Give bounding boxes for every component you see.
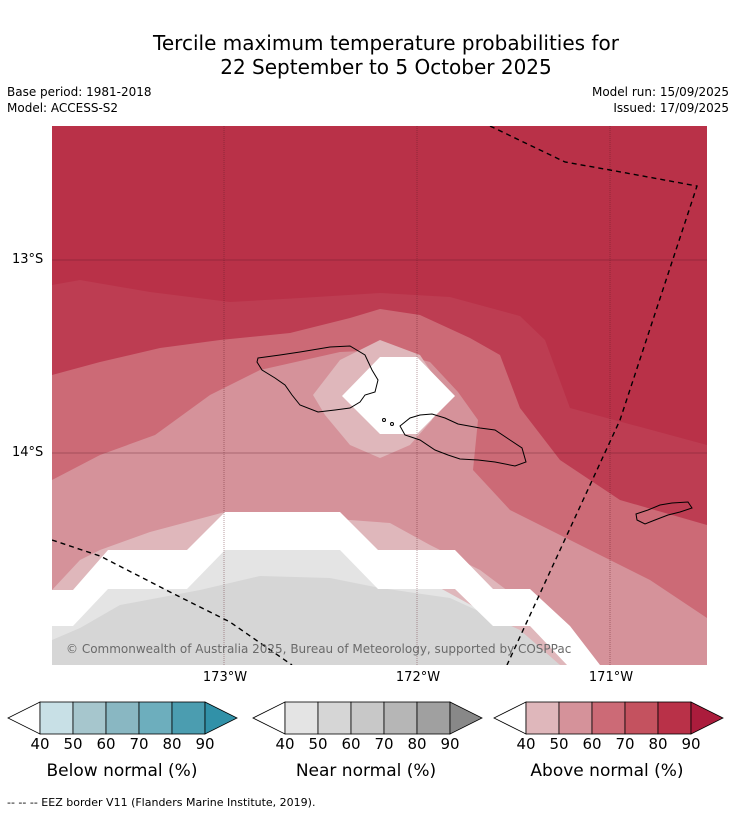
colorbar-below-tick: 50 <box>63 735 83 753</box>
region-white-south <box>52 512 600 665</box>
colorbar-below-tick: 80 <box>162 735 182 753</box>
colorbar-title-above: Above normal (%) <box>530 761 684 781</box>
colorbar-above-over-triangle <box>690 701 724 735</box>
colorbar-above-under-triangle <box>493 701 527 735</box>
colorbar-below-segment <box>138 701 173 735</box>
colorbar-below-segment <box>105 701 140 735</box>
upolu-island <box>399 413 527 467</box>
colorbar-near-segment <box>284 701 319 735</box>
graticule <box>52 126 707 665</box>
eez-borders <box>52 126 698 665</box>
colorbar-group <box>7 701 724 735</box>
region-near-60 <box>52 576 560 665</box>
copyright-text: © Commonwealth of Australia 2025, Bureau… <box>66 642 571 656</box>
meta-left: Base period: 1981-2018 Model: ACCESS-S2 <box>7 84 152 116</box>
lon-label-172w: 172°W <box>395 670 441 685</box>
colorbar-below-tick: 90 <box>195 735 215 753</box>
eez-legend: -- -- -- EEZ border V11 (Flanders Marine… <box>7 796 316 809</box>
colorbar-near-segment <box>350 701 385 735</box>
colorbar-near-over-triangle <box>449 701 483 735</box>
meta-right: Model run: 15/09/2025 Issued: 17/09/2025 <box>592 84 729 116</box>
lat-label-14s: 14°S <box>12 445 44 460</box>
colorbar-below-segment <box>39 701 74 735</box>
colorbar-near-tick: 70 <box>374 735 394 753</box>
lon-label-171w: 171°W <box>588 670 634 685</box>
colorbar-above-tick: 60 <box>582 735 602 753</box>
colorbar-near-tick: 90 <box>440 735 460 753</box>
colorbar-below-under-triangle <box>7 701 41 735</box>
colorbar-above-tick: 50 <box>549 735 569 753</box>
colorbar-title-below: Below normal (%) <box>46 761 198 781</box>
base-period: Base period: 1981-2018 <box>7 85 152 99</box>
colorbar-near-tick: 80 <box>407 735 427 753</box>
colorbar-above-segment <box>657 701 692 735</box>
colorbar-near-segment <box>416 701 451 735</box>
colorbar-below-over-triangle <box>204 701 238 735</box>
colorbar-below-tick: 60 <box>96 735 116 753</box>
lat-label-13s: 13°S <box>12 252 44 267</box>
colorbar-near-under-triangle <box>252 701 286 735</box>
lon-label-173w: 173°W <box>202 670 248 685</box>
colorbar-below-tick: 70 <box>129 735 149 753</box>
colorbar-above-tick: 70 <box>615 735 635 753</box>
colorbar-near-tick: 40 <box>275 735 295 753</box>
model-run: Model run: 15/09/2025 <box>591 85 729 99</box>
colorbar-below-tick: 40 <box>30 735 50 753</box>
colorbar-above-tick: 90 <box>681 735 701 753</box>
colorbar-above-tick: 80 <box>648 735 668 753</box>
probability-map: © Commonwealth of Australia 2025, Bureau… <box>52 126 707 665</box>
colorbar-above-tick: 40 <box>516 735 536 753</box>
title-line-1: Tercile maximum temperature probabilitie… <box>153 31 619 55</box>
title-line-2: 22 September to 5 October 2025 <box>220 55 552 79</box>
colorbar-near-tick: 50 <box>308 735 328 753</box>
colorbar-near-segment <box>383 701 418 735</box>
islands <box>256 345 693 525</box>
colorbar-near-segment <box>317 701 352 735</box>
colorbar-above-segment <box>558 701 593 735</box>
colorbar-below-segment <box>72 701 107 735</box>
savaii-island <box>256 345 379 413</box>
issued-date: Issued: 17/09/2025 <box>613 101 729 115</box>
colorbar-below-segment <box>171 701 206 735</box>
colorbar-title-near: Near normal (%) <box>295 761 437 781</box>
tutuila-island <box>635 501 693 525</box>
colorbar-above-segment <box>591 701 626 735</box>
colorbar-above-segment <box>525 701 560 735</box>
colorbar-near-tick: 60 <box>341 735 361 753</box>
colorbar-above-segment <box>624 701 659 735</box>
model-name: Model: ACCESS-S2 <box>7 101 119 115</box>
map-title: Tercile maximum temperature probabilitie… <box>0 31 736 79</box>
